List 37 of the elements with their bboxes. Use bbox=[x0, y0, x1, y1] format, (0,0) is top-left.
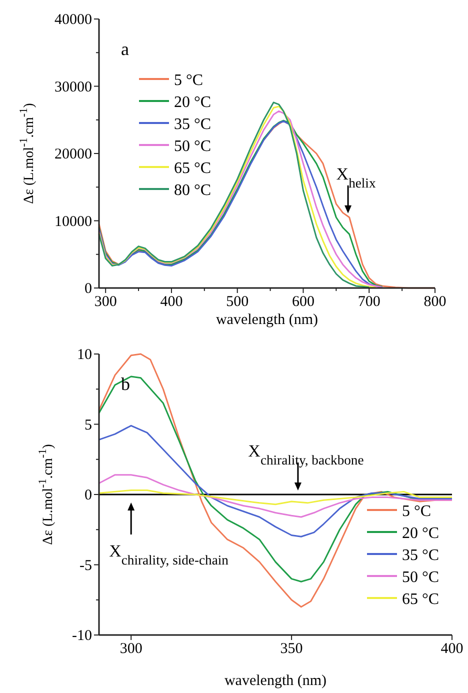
legend-label: 65 °C bbox=[402, 591, 440, 608]
x-tick-label: 400 bbox=[440, 641, 464, 657]
legend-label: 50 °C bbox=[174, 138, 212, 155]
legend-label: 20 °C bbox=[174, 94, 212, 111]
legend-label: 65 °C bbox=[174, 160, 212, 177]
annotation: X$_{chirality, backbone}$ bbox=[248, 442, 364, 467]
annotation: a bbox=[121, 39, 129, 59]
y-tick-label: 0 bbox=[84, 281, 92, 297]
annotation: X$_{helix}$ bbox=[336, 164, 376, 190]
x-axis-title: wavelength (nm) bbox=[216, 312, 318, 328]
y-tick-label: 10000 bbox=[54, 214, 92, 230]
x-tick-label: 500 bbox=[226, 294, 249, 310]
x-tick-label: 350 bbox=[280, 641, 303, 657]
x-tick-label: 300 bbox=[120, 641, 142, 657]
y-tick-label: 40000 bbox=[54, 12, 92, 28]
legend-label: 20 °C bbox=[402, 525, 440, 542]
y-tick-label: 30000 bbox=[54, 79, 92, 96]
y-tick-label: -10 bbox=[72, 628, 92, 644]
legend-label: 50 °C bbox=[402, 569, 440, 586]
legend-label: 35 °C bbox=[174, 116, 212, 133]
y-tick-label: 5 bbox=[84, 417, 92, 434]
legend-label: 35 °C bbox=[402, 547, 440, 564]
x-axis-title: wavelength (nm) bbox=[224, 673, 327, 689]
x-tick-label: 800 bbox=[424, 294, 446, 310]
x-tick-label: 700 bbox=[358, 294, 380, 310]
annotation: b bbox=[121, 374, 130, 394]
x-tick-label: 400 bbox=[160, 294, 183, 310]
x-tick-label: 600 bbox=[292, 294, 314, 310]
y-tick-label: -5 bbox=[80, 558, 92, 574]
y-tick-label: 10 bbox=[77, 347, 92, 363]
legend-label: 80 °C bbox=[174, 182, 212, 199]
legend-label: 5 °C bbox=[402, 503, 432, 520]
legend-label: 5 °C bbox=[174, 72, 204, 89]
annotation: X$_{chirality, side-chain}$ bbox=[109, 542, 229, 567]
y-tick-label: 20000 bbox=[54, 146, 92, 162]
x-tick-label: 300 bbox=[94, 294, 117, 310]
y-tick-label: 0 bbox=[84, 488, 92, 504]
